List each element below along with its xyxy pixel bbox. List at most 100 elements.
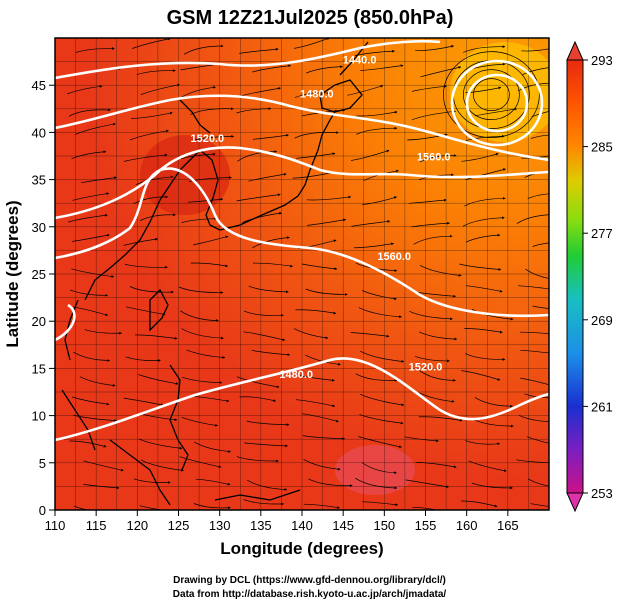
streamline (236, 193, 281, 202)
streamline (181, 86, 216, 98)
streamline (463, 45, 506, 53)
streamline (67, 213, 108, 223)
streamline (73, 505, 111, 510)
colorbar-tick-label: 269 (591, 313, 613, 328)
streamline (461, 500, 498, 508)
streamline (194, 441, 232, 453)
x-tick-label: 165 (497, 518, 519, 533)
streamline (71, 150, 107, 160)
streamline (302, 435, 346, 440)
colorbar: 293 285 277 269 261 253 (566, 40, 613, 513)
streamline (129, 129, 169, 141)
streamline (308, 478, 353, 488)
streamline (123, 397, 164, 407)
x-tick-label: 115 (86, 518, 107, 533)
streamline (360, 350, 405, 363)
streamline (355, 477, 398, 490)
streamline (180, 152, 216, 160)
streamline (474, 397, 513, 408)
streamline (419, 154, 457, 163)
streamline (413, 234, 453, 245)
y-tick-label: 10 (32, 409, 46, 424)
streamline (526, 436, 549, 444)
streamline (461, 152, 499, 162)
streamline (193, 235, 229, 246)
y-tick-label: 5 (39, 456, 46, 471)
streamline (356, 110, 398, 117)
streamline (72, 192, 110, 201)
streamline (461, 370, 501, 381)
y-tick-label: 0 (39, 503, 46, 518)
streamline (294, 91, 331, 98)
streamline (251, 349, 291, 357)
streamline (246, 420, 290, 427)
streamline (305, 288, 348, 296)
streamline (303, 458, 341, 471)
streamline (350, 332, 390, 338)
temperature-cool-spot (335, 445, 415, 495)
streamline (358, 436, 402, 449)
streamline (411, 221, 450, 228)
streamline (237, 150, 278, 162)
streamline (530, 134, 549, 139)
streamline (239, 47, 279, 54)
streamline (521, 48, 549, 52)
streamline (347, 85, 384, 96)
streamline (75, 47, 115, 53)
streamline (124, 153, 168, 162)
streamline (139, 505, 165, 510)
streamline (474, 107, 518, 117)
streamline (459, 263, 502, 271)
streamline (358, 307, 402, 319)
streamline (248, 172, 287, 182)
streamline (295, 309, 337, 315)
streamline (252, 133, 289, 140)
streamline (306, 218, 347, 226)
streamline (465, 353, 506, 361)
streamline (301, 263, 338, 271)
streamline (303, 503, 340, 509)
streamline (123, 237, 159, 246)
contour-label: 1480.0 (279, 369, 313, 381)
wind-streamlines (66, 38, 549, 510)
streamline (351, 149, 390, 161)
streamline (179, 456, 222, 469)
streamline (298, 375, 335, 382)
streamline (517, 285, 549, 290)
streamline (72, 233, 110, 242)
colorbar-max-triangle (566, 40, 584, 61)
streamline (419, 331, 458, 341)
streamline (473, 78, 510, 111)
streamline (193, 503, 231, 510)
streamline (527, 193, 549, 199)
credit-data-source: Data from http://database.rish.kyoto-u.a… (172, 589, 447, 600)
streamline (178, 286, 224, 294)
streamline (295, 152, 336, 159)
streamline (362, 501, 399, 507)
contour-label: 1520.0 (409, 361, 443, 373)
streamline (190, 262, 229, 268)
streamline (74, 122, 116, 135)
streamline (474, 419, 514, 428)
streamline (69, 440, 107, 448)
colorbar-tick-label: 285 (591, 140, 613, 155)
streamline (236, 376, 280, 389)
y-tick-label: 45 (32, 78, 46, 93)
colorbar-tick-label: 253 (591, 486, 613, 501)
streamline (417, 292, 457, 298)
streamline (419, 265, 462, 277)
colorbar-tick-label: 277 (591, 226, 613, 241)
streamline (294, 38, 330, 49)
streamline (125, 356, 161, 362)
streamline (138, 374, 179, 385)
streamline (527, 478, 549, 487)
streamline (520, 377, 549, 386)
streamline (129, 286, 174, 294)
streamline (183, 44, 224, 55)
x-tick-label: 145 (332, 518, 354, 533)
streamline (180, 310, 219, 322)
streamline (420, 66, 462, 78)
colorbar-tick-label: 261 (591, 399, 613, 414)
y-tick-label: 25 (32, 267, 46, 282)
